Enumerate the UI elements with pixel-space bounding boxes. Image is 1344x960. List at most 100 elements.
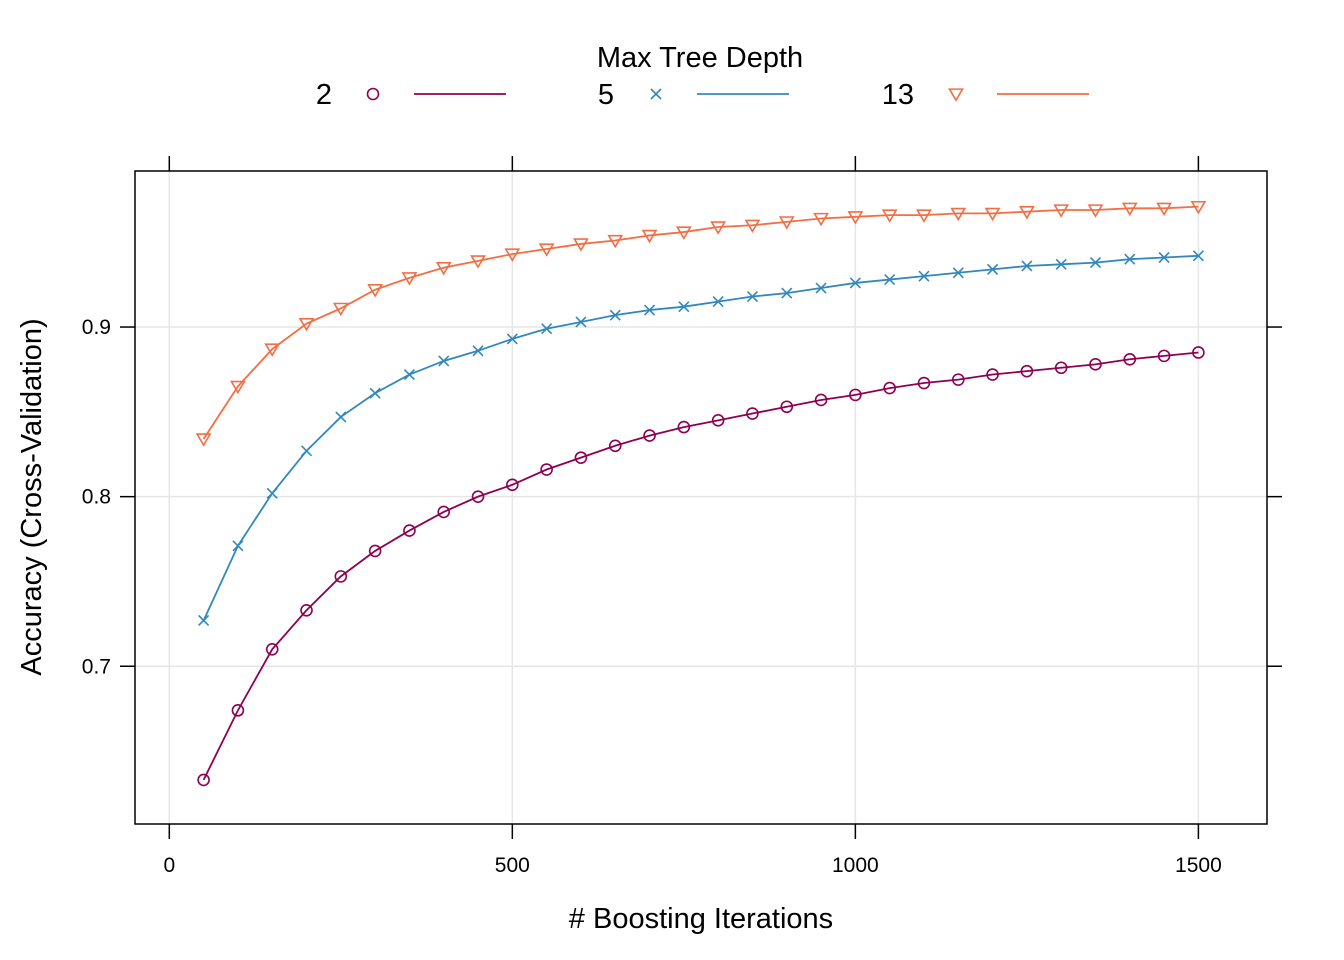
data-point: [435, 262, 452, 276]
data-point: [987, 263, 999, 275]
data-point: [472, 345, 484, 357]
data-point: [951, 373, 965, 386]
data-point: [712, 296, 724, 308]
data-point: [198, 614, 210, 627]
legend-marker: [650, 88, 662, 100]
series-line: [202, 254, 1199, 621]
data-point: [847, 211, 864, 225]
data-point: [437, 505, 451, 519]
legend-marker: [366, 87, 380, 101]
legend-marker: [948, 88, 964, 102]
data-point: [332, 302, 349, 317]
x-tick-label: 1000: [832, 854, 879, 877]
data-point: [538, 243, 555, 257]
legend-label: 2: [316, 79, 332, 111]
data-point: [643, 304, 656, 316]
data-point: [369, 387, 381, 399]
y-tick-label: 0.7: [82, 655, 111, 678]
data-point: [916, 209, 932, 223]
series-line: [202, 351, 1199, 781]
data-point: [298, 317, 315, 332]
series-2: [197, 346, 1205, 787]
y-axis-label: Accuracy (Cross-Validation): [16, 318, 48, 675]
data-point: [335, 411, 347, 423]
data-point: [607, 234, 624, 249]
data-point: [675, 226, 692, 240]
data-point: [1190, 200, 1207, 215]
data-point: [884, 273, 896, 286]
data-point: [1021, 260, 1033, 272]
legend-entry-5: 5: [598, 79, 789, 111]
legend-entry-2: 2: [316, 79, 506, 111]
data-point: [883, 381, 896, 395]
data-point: [744, 219, 761, 234]
data-point: [573, 238, 589, 252]
data-point: [643, 429, 656, 442]
data-point: [195, 433, 212, 447]
data-point: [778, 216, 795, 230]
series-layer: [195, 200, 1207, 787]
data-point: [849, 277, 861, 289]
y-tick-label: 0.8: [82, 486, 111, 509]
data-point: [575, 316, 587, 328]
data-point: [746, 407, 759, 420]
data-point: [641, 229, 658, 244]
data-point: [368, 544, 382, 558]
data-point: [230, 380, 246, 395]
data-point: [300, 445, 313, 457]
data-point: [1089, 358, 1102, 371]
data-point: [403, 368, 415, 381]
data-point: [1121, 202, 1138, 217]
series-13: [195, 200, 1207, 447]
data-point: [438, 355, 450, 367]
legend-entry-13: 13: [882, 79, 1089, 111]
data-point: [984, 207, 1001, 222]
data-point: [677, 420, 691, 434]
data-point: [504, 248, 521, 262]
data-point: [506, 478, 519, 492]
data-point: [1089, 257, 1102, 269]
legend: 2 5 13: [316, 79, 1089, 111]
data-point: [1053, 204, 1070, 218]
data-point: [849, 388, 862, 402]
data-point: [950, 207, 967, 222]
data-point: [574, 451, 588, 464]
series-5: [198, 250, 1204, 627]
data-point: [608, 439, 622, 453]
data-point: [609, 309, 621, 321]
legend-label: 5: [598, 79, 614, 111]
data-point: [1157, 349, 1171, 363]
data-point: [815, 282, 827, 294]
y-tick-label: 0.9: [82, 316, 111, 339]
x-tick-label: 1500: [1175, 854, 1222, 877]
legend-label: 13: [882, 79, 914, 111]
data-point: [367, 284, 384, 298]
data-point: [403, 524, 416, 537]
data-point: [814, 393, 828, 407]
plot-frame: [134, 170, 1268, 825]
data-point: [1018, 206, 1035, 220]
legend-title: Max Tree Depth: [597, 42, 803, 74]
data-point: [746, 290, 759, 303]
data-point: [1124, 253, 1136, 265]
data-point: [401, 272, 418, 286]
data-point: [300, 603, 313, 617]
axes: 0 500 1000 1500 0.7 0.8 0.9: [82, 156, 1282, 877]
data-point: [1055, 258, 1067, 270]
data-point: [678, 301, 690, 313]
data-point: [1087, 204, 1104, 218]
data-point: [540, 463, 553, 476]
data-point: [917, 376, 931, 390]
data-point: [952, 267, 964, 279]
data-point: [1156, 202, 1172, 217]
data-point: [470, 255, 486, 269]
data-point: [1123, 352, 1137, 366]
data-point: [232, 540, 244, 552]
data-point: [541, 323, 553, 335]
data-point: [1192, 346, 1205, 359]
x-axis-label: # Boosting Iterations: [569, 903, 833, 935]
data-point: [265, 643, 279, 656]
data-point: [918, 270, 930, 282]
data-point: [780, 400, 794, 414]
